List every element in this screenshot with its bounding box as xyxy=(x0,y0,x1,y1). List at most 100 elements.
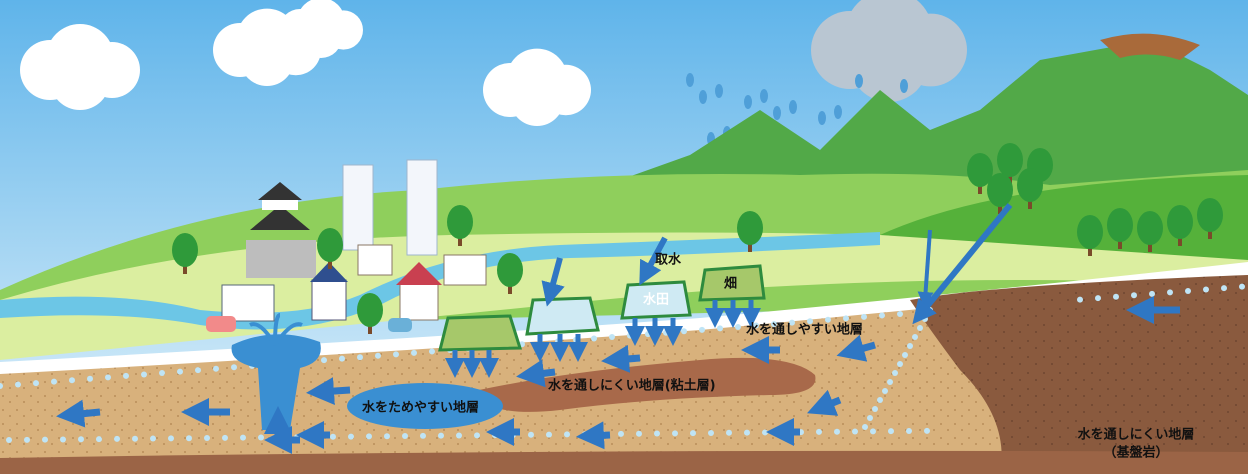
flow-dot xyxy=(1185,287,1191,294)
flow-dot xyxy=(564,431,570,438)
trees xyxy=(172,143,1223,334)
raindrop xyxy=(699,90,707,104)
flow-dot xyxy=(339,355,345,362)
tree-crown xyxy=(1167,205,1193,239)
flow-dot xyxy=(33,380,39,387)
flow-dot xyxy=(618,430,624,437)
raindrop xyxy=(818,111,826,125)
aquifer xyxy=(347,383,503,429)
cloud-puff xyxy=(510,72,564,126)
flow-arrow xyxy=(807,389,842,416)
flow-dot xyxy=(528,431,534,438)
flow-dot xyxy=(1239,283,1245,290)
flow-dot xyxy=(789,319,795,326)
flow-dot xyxy=(627,332,633,339)
flow-dot xyxy=(159,370,165,377)
permeable-layer-label: 水を通しやすい地層 xyxy=(746,322,863,338)
flow-dot xyxy=(867,415,873,421)
flow-dot xyxy=(924,427,930,434)
bedrock-note: （基盤岩） xyxy=(1103,445,1168,461)
flow-dot xyxy=(420,432,426,439)
flow-dot xyxy=(922,316,928,322)
flow-arrow xyxy=(601,344,641,373)
flow-dot xyxy=(591,335,597,342)
raindrop xyxy=(773,106,781,120)
flow-dot xyxy=(141,371,147,378)
flow-dot xyxy=(852,428,858,435)
flow-dot xyxy=(636,430,642,437)
flow-dot xyxy=(1113,293,1119,300)
raindrop xyxy=(686,73,694,87)
flow-dot xyxy=(609,334,615,341)
flow-dot xyxy=(186,435,192,442)
flow-dot xyxy=(177,368,183,375)
flow-dot xyxy=(150,435,156,442)
flow-dot xyxy=(888,428,894,435)
flow-dot xyxy=(699,326,705,333)
flow-dot xyxy=(892,370,898,376)
flow-dot xyxy=(456,432,462,439)
flow-dot xyxy=(429,348,435,355)
tree-crown xyxy=(317,228,343,262)
flow-dot xyxy=(60,436,66,443)
cloud-puff xyxy=(240,32,294,86)
cloud-puff xyxy=(50,50,110,110)
flow-dot xyxy=(726,429,732,436)
flow-dot xyxy=(690,430,696,437)
flow-dot xyxy=(872,406,878,412)
flow-dot xyxy=(708,429,714,436)
flow-dot xyxy=(240,434,246,441)
flow-dot xyxy=(917,325,923,331)
field-label: 畑 xyxy=(724,277,737,292)
flow-dot xyxy=(78,436,84,443)
raindrop xyxy=(715,84,723,98)
flow-dot xyxy=(582,431,588,438)
flow-dot xyxy=(384,433,390,440)
raindrop xyxy=(834,105,842,119)
raindrop xyxy=(744,95,752,109)
flow-dot xyxy=(1077,296,1083,303)
flow-dot xyxy=(105,374,111,381)
town xyxy=(206,159,487,332)
flow-dot xyxy=(6,437,12,443)
flow-dot xyxy=(438,432,444,439)
flow-dot xyxy=(877,397,883,403)
river xyxy=(0,232,880,330)
flow-dot xyxy=(114,435,120,442)
flow-dot xyxy=(681,328,687,335)
spring xyxy=(231,334,321,430)
flow-dot xyxy=(663,329,669,336)
flow-dot xyxy=(474,432,480,439)
bottom-layer xyxy=(0,450,1248,474)
fields xyxy=(438,264,766,352)
flow-dot xyxy=(492,432,498,439)
flow-dot xyxy=(258,434,264,441)
cloud-puff xyxy=(850,24,928,102)
flow-arrow xyxy=(576,421,611,450)
flow-dot xyxy=(1167,289,1173,296)
flow-dot xyxy=(887,379,893,385)
flow-dot xyxy=(717,325,723,332)
flow-dot xyxy=(96,436,102,443)
flow-dot xyxy=(897,361,903,367)
flow-dot xyxy=(735,323,741,330)
flow-dot xyxy=(15,381,21,388)
bedrock xyxy=(910,275,1248,474)
bedrock-label: 水を通しにくい地層 xyxy=(1078,427,1195,443)
flow-dot xyxy=(834,428,840,435)
flow-dot xyxy=(366,433,372,440)
flow-dot xyxy=(195,367,201,374)
tree-crown xyxy=(357,293,383,327)
intake-label: 取水 xyxy=(655,252,682,268)
flow-dot xyxy=(69,377,75,384)
flow-dot xyxy=(912,334,918,340)
flow-dot xyxy=(168,435,174,442)
flow-dot xyxy=(204,435,210,442)
flow-dot xyxy=(402,433,408,440)
flow-arrow xyxy=(912,203,1013,325)
clouds xyxy=(20,0,967,126)
flow-dot xyxy=(0,383,3,389)
tree-crown xyxy=(1197,198,1223,232)
raindrop xyxy=(900,79,908,93)
